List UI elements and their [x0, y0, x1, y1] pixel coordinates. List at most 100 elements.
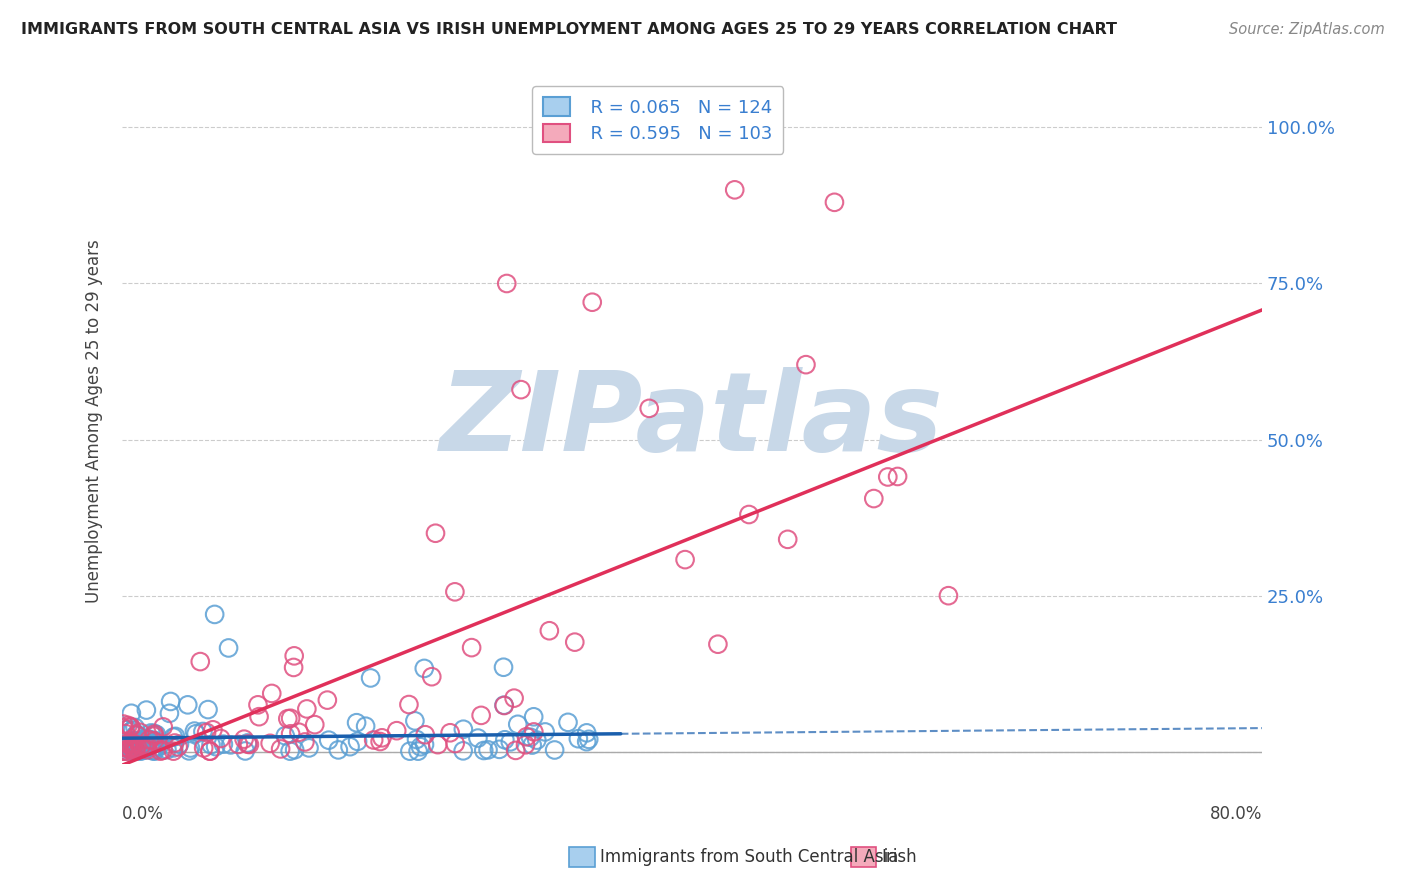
Point	[278, 744, 301, 758]
Point	[862, 491, 884, 506]
Point	[184, 727, 207, 741]
Point	[346, 734, 368, 748]
Point	[118, 739, 141, 754]
Point	[183, 724, 205, 739]
Point	[503, 691, 526, 706]
Point	[135, 741, 157, 756]
Point	[516, 730, 538, 744]
Point	[209, 731, 232, 746]
Point	[112, 744, 135, 758]
Point	[124, 733, 146, 747]
Point	[134, 743, 156, 757]
Point	[152, 720, 174, 734]
Point	[112, 721, 135, 735]
Point	[125, 737, 148, 751]
Point	[156, 742, 179, 756]
Point	[470, 708, 492, 723]
Point	[134, 739, 156, 753]
Point	[406, 744, 429, 758]
Point	[494, 698, 516, 713]
Point	[120, 706, 142, 721]
Point	[121, 741, 143, 756]
Point	[112, 744, 135, 758]
Point	[139, 732, 162, 747]
Point	[298, 740, 321, 755]
Point	[136, 742, 159, 756]
Point	[575, 734, 598, 748]
Point	[444, 584, 467, 599]
Point	[163, 736, 186, 750]
Point	[136, 739, 159, 753]
Point	[260, 686, 283, 700]
Point	[398, 698, 420, 712]
Point	[578, 732, 600, 747]
Point	[294, 735, 316, 749]
Point	[125, 736, 148, 750]
Point	[122, 743, 145, 757]
Point	[117, 736, 139, 750]
Point	[143, 727, 166, 741]
Text: 0.0%: 0.0%	[122, 805, 165, 823]
Point	[129, 725, 152, 739]
Point	[368, 734, 391, 748]
Point	[413, 661, 436, 675]
Point	[510, 383, 533, 397]
Point	[212, 737, 235, 751]
Point	[143, 740, 166, 755]
Point	[120, 739, 142, 754]
Point	[159, 706, 181, 721]
Point	[114, 726, 136, 740]
Point	[195, 725, 218, 739]
Point	[505, 743, 527, 757]
Point	[219, 738, 242, 752]
Point	[522, 738, 544, 752]
Text: Source: ZipAtlas.com: Source: ZipAtlas.com	[1229, 22, 1385, 37]
Point	[177, 698, 200, 712]
Point	[523, 710, 546, 724]
Point	[124, 721, 146, 735]
Point	[420, 670, 443, 684]
Point	[159, 694, 181, 708]
Point	[188, 655, 211, 669]
Point	[129, 744, 152, 758]
Point	[738, 508, 761, 522]
Point	[115, 744, 138, 758]
Point	[823, 195, 845, 210]
Point	[117, 737, 139, 751]
Point	[115, 744, 138, 758]
Point	[131, 739, 153, 754]
Text: Immigrants from South Central Asia: Immigrants from South Central Asia	[600, 848, 898, 866]
Point	[426, 738, 449, 752]
Point	[131, 739, 153, 753]
Point	[567, 731, 589, 746]
Point	[413, 738, 436, 752]
Point	[125, 742, 148, 756]
Point	[439, 725, 461, 739]
Point	[114, 740, 136, 755]
Point	[131, 738, 153, 752]
Point	[121, 733, 143, 747]
Text: 80.0%: 80.0%	[1209, 805, 1263, 823]
Point	[128, 737, 150, 751]
Point	[284, 743, 307, 757]
Point	[122, 742, 145, 756]
Point	[673, 552, 696, 566]
Point	[238, 738, 260, 752]
Point	[444, 737, 467, 751]
Point	[121, 743, 143, 757]
Point	[499, 735, 522, 749]
Point	[139, 726, 162, 740]
Point	[120, 724, 142, 739]
Point	[477, 743, 499, 757]
Point	[534, 725, 557, 739]
Point	[128, 743, 150, 757]
Point	[316, 693, 339, 707]
Text: IMMIGRANTS FROM SOUTH CENTRAL ASIA VS IRISH UNEMPLOYMENT AMONG AGES 25 TO 29 YEA: IMMIGRANTS FROM SOUTH CENTRAL ASIA VS IR…	[21, 22, 1118, 37]
Point	[371, 731, 394, 745]
Point	[259, 736, 281, 750]
Point	[564, 635, 586, 649]
Point	[280, 711, 302, 725]
Point	[354, 719, 377, 733]
Point	[131, 741, 153, 756]
Point	[120, 720, 142, 734]
